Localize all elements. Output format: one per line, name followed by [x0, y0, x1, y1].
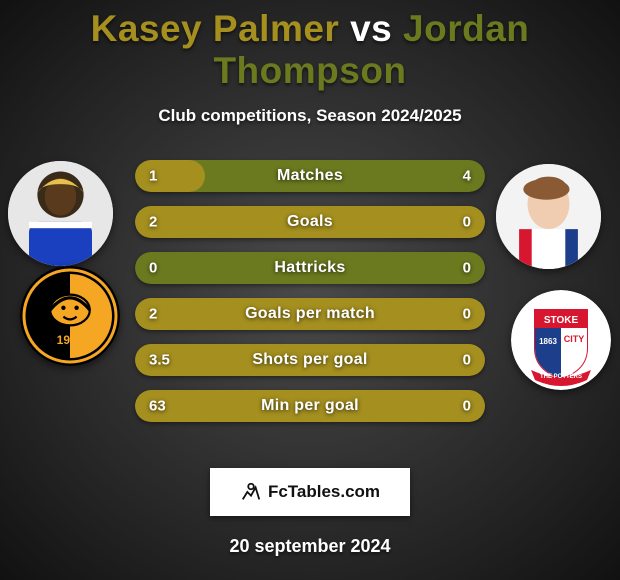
brand-icon: [240, 481, 262, 503]
date-label: 20 september 2024: [0, 536, 620, 557]
stat-value-right: 0: [463, 352, 471, 369]
brand-label: FcTables.com: [268, 482, 380, 502]
stat-value-left: 2: [149, 306, 157, 323]
stat-name: Shots per goal: [252, 351, 367, 369]
stat-value-right: 0: [463, 260, 471, 277]
brand-badge: FcTables.com: [210, 468, 410, 516]
stat-name: Goals per match: [245, 305, 375, 323]
stat-value-right: 0: [463, 214, 471, 231]
stat-name: Matches: [277, 167, 343, 185]
subtitle: Club competitions, Season 2024/2025: [0, 106, 620, 126]
stat-bar: 3.5 Shots per goal 0: [135, 344, 485, 376]
club-right-mid: CITY: [564, 334, 585, 344]
club-right-ribbon: THE POTTERS: [540, 374, 582, 380]
stat-name: Hattricks: [274, 259, 345, 277]
player2-avatar: [496, 164, 601, 269]
stat-value-right: 0: [463, 398, 471, 415]
player1-avatar: [8, 161, 113, 266]
stat-bars: 1 Matches 4 2 Goals 0 0 Hattricks 0 2 Goals per ma…: [135, 160, 485, 422]
club-left-year: 1904: [57, 333, 84, 347]
comparison-arena: 1904 STOKE CITY 1863 THE POTTERS: [0, 160, 620, 452]
stat-value-left: 63: [149, 398, 166, 415]
stat-bar-fill-left: [135, 160, 205, 192]
stat-bar: 2 Goals 0: [135, 206, 485, 238]
stat-value-left: 2: [149, 214, 157, 231]
title-player1: Kasey Palmer: [91, 8, 340, 49]
content-root: Kasey Palmer vs Jordan Thompson Club com…: [0, 0, 620, 580]
stat-name: Goals: [287, 213, 333, 231]
title-vs: vs: [350, 8, 392, 49]
stat-bar: 1 Matches 4: [135, 160, 485, 192]
stat-value-left: 1: [149, 168, 157, 185]
stat-value-right: 0: [463, 306, 471, 323]
stat-value-left: 0: [149, 260, 157, 277]
stat-name: Min per goal: [261, 397, 359, 415]
player1-club-badge: 1904: [20, 266, 120, 366]
club-right-year: 1863: [539, 337, 557, 346]
stat-bar: 0 Hattricks 0: [135, 252, 485, 284]
player2-club-badge: STOKE CITY 1863 THE POTTERS: [511, 290, 611, 390]
club-right-top: STOKE: [544, 315, 579, 326]
stat-value-right: 4: [463, 168, 471, 185]
stat-value-left: 3.5: [149, 352, 170, 369]
stat-bar: 2 Goals per match 0: [135, 298, 485, 330]
stat-bar: 63 Min per goal 0: [135, 390, 485, 422]
title: Kasey Palmer vs Jordan Thompson: [0, 0, 620, 92]
